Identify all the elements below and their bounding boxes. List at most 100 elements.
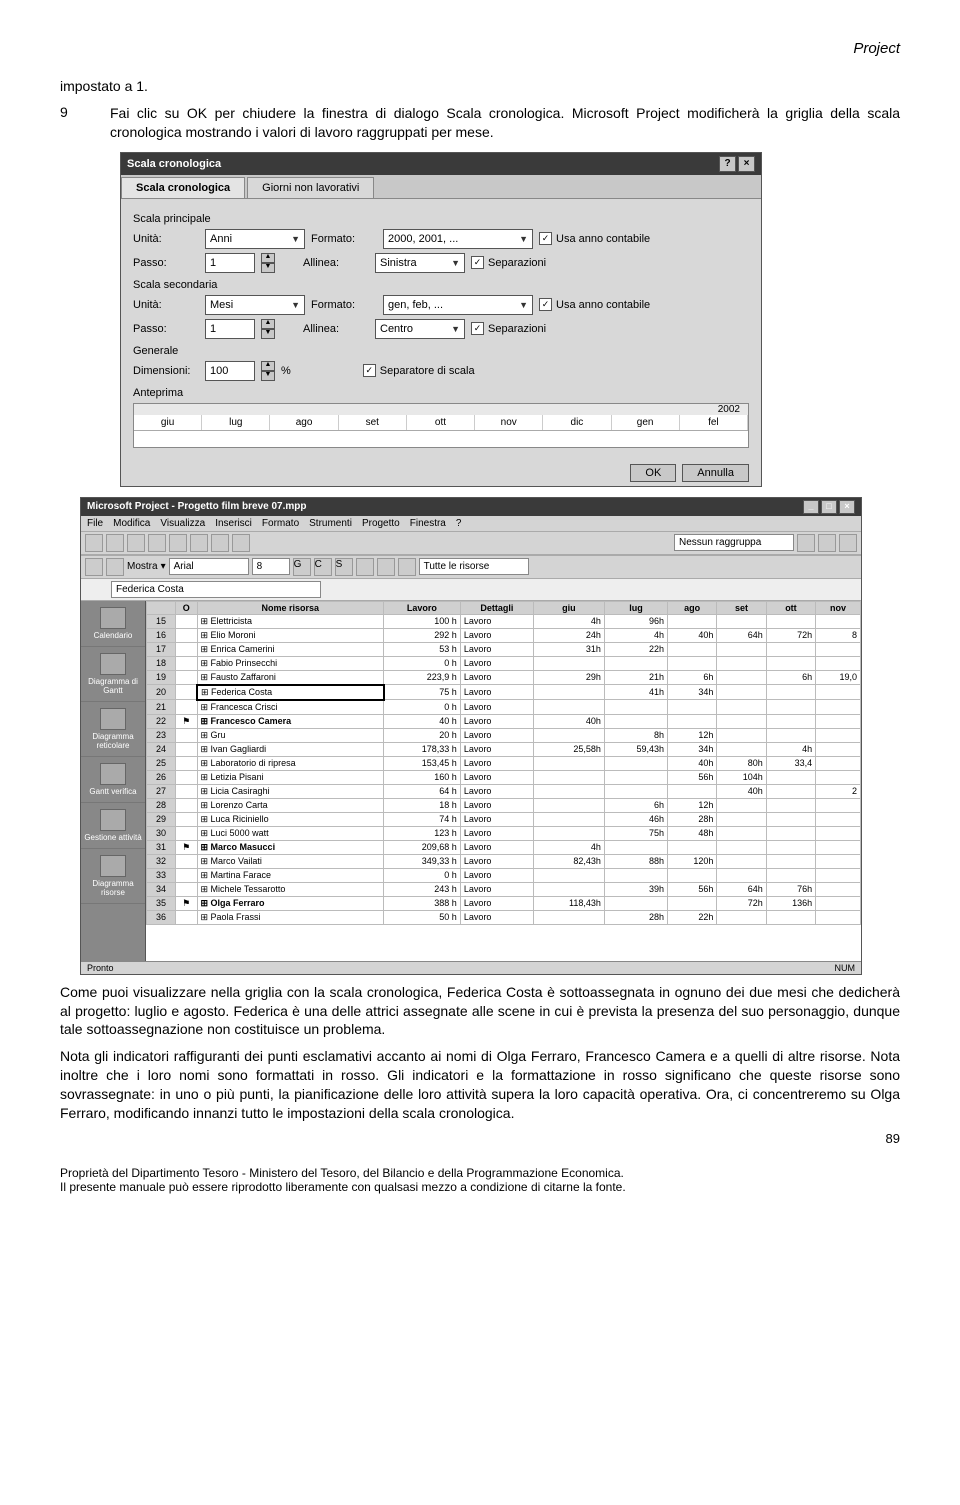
select-font-size[interactable]: 8 xyxy=(252,558,290,575)
table-row[interactable]: 24⊞ Ivan Gagliardi178,33 hLavoro25,58h59… xyxy=(147,742,861,756)
table-row[interactable]: 22⚑⊞ Francesco Camera40 hLavoro40h xyxy=(147,714,861,728)
table-row[interactable]: 19⊞ Fausto Zaffaroni223,9 hLavoro29h21h6… xyxy=(147,670,861,685)
cell-value: 56h xyxy=(668,882,717,896)
sidebar-item[interactable]: Diagramma di Gantt xyxy=(81,647,145,702)
maximize-icon[interactable]: □ xyxy=(821,500,837,514)
table-row[interactable]: 20⊞ Federica Costa75 hLavoro41h34h xyxy=(147,685,861,700)
table-row[interactable]: 30⊞ Luci 5000 watt123 hLavoro75h48h xyxy=(147,826,861,840)
tb-align-right-icon[interactable] xyxy=(398,558,416,576)
tb-help-icon[interactable] xyxy=(839,534,857,552)
menu-item[interactable]: File xyxy=(87,518,103,529)
cell-value: 33,4 xyxy=(766,756,815,770)
tb-mostra[interactable]: Mostra xyxy=(127,561,158,572)
menu-item[interactable]: Inserisci xyxy=(215,518,252,529)
select-s-allinea[interactable]: Centro▼ xyxy=(375,319,465,339)
tb-italic-icon[interactable]: C xyxy=(314,558,332,576)
check-separazioni-s[interactable]: ✓Separazioni xyxy=(471,322,546,335)
select-s-unita[interactable]: Mesi▼ xyxy=(205,295,305,315)
tab-scala-cronologica[interactable]: Scala cronologica xyxy=(121,177,245,198)
view-icon xyxy=(100,708,126,730)
table-row[interactable]: 16⊞ Elio Moroni292 hLavoro24h4h40h64h72h… xyxy=(147,628,861,642)
select-p-unita[interactable]: Anni▼ xyxy=(205,229,305,249)
table-row[interactable]: 26⊞ Letizia Pisani160 hLavoro56h104h xyxy=(147,770,861,784)
table-row[interactable]: 35⚑⊞ Olga Ferraro388 hLavoro118,43h72h13… xyxy=(147,896,861,910)
check-usa-anno-s[interactable]: ✓Usa anno contabile xyxy=(539,298,650,311)
cell-value xyxy=(668,700,717,715)
select-font[interactable]: Arial xyxy=(169,558,249,575)
spinner-p-passo[interactable]: ▲▼ xyxy=(261,253,275,273)
sidebar-item[interactable]: Gestione attività xyxy=(81,803,145,849)
input-p-passo[interactable]: 1 xyxy=(205,253,255,273)
check-separazioni-p[interactable]: ✓Separazioni xyxy=(471,256,546,269)
table-row[interactable]: 27⊞ Licia Casiraghi64 hLavoro40h2 xyxy=(147,784,861,798)
tb-cut-icon[interactable] xyxy=(169,534,187,552)
table-row[interactable]: 18⊞ Fabio Prinsecchi0 hLavoro xyxy=(147,656,861,670)
table-row[interactable]: 25⊞ Laboratorio di ripresa153,45 hLavoro… xyxy=(147,756,861,770)
tb-align-center-icon[interactable] xyxy=(377,558,395,576)
table-row[interactable]: 28⊞ Lorenzo Carta18 hLavoro6h12h xyxy=(147,798,861,812)
tb-save-icon[interactable] xyxy=(127,534,145,552)
spinner-dim[interactable]: ▲▼ xyxy=(261,361,275,381)
cell-lavoro: 349,33 h xyxy=(384,854,461,868)
input-cell-value[interactable]: Federica Costa xyxy=(111,581,321,598)
close-icon[interactable]: × xyxy=(738,156,755,172)
tab-giorni-non-lavorativi[interactable]: Giorni non lavorativi xyxy=(247,177,374,198)
check-sep-scala[interactable]: ✓Separatore di scala xyxy=(363,364,475,377)
menu-item[interactable]: Finestra xyxy=(410,518,446,529)
close-icon[interactable]: × xyxy=(839,500,855,514)
check-usa-anno-p[interactable]: ✓Usa anno contabile xyxy=(539,232,650,245)
table-row[interactable]: 34⊞ Michele Tessarotto243 hLavoro39h56h6… xyxy=(147,882,861,896)
tb-copy-icon[interactable] xyxy=(190,534,208,552)
tb-zoom-in-icon[interactable] xyxy=(797,534,815,552)
resource-usage-grid[interactable]: ONome risorsaLavoroDettagligiulugagoseto… xyxy=(146,601,861,961)
help-icon[interactable]: ? xyxy=(719,156,736,172)
cell-value: 12h xyxy=(668,798,717,812)
cancel-button[interactable]: Annulla xyxy=(682,464,749,482)
table-row[interactable]: 15⊞ Elettricista100 hLavoro4h96h xyxy=(147,614,861,628)
app-toolbar-1: Nessun raggruppa xyxy=(81,531,861,555)
sidebar-item[interactable]: Diagramma risorse xyxy=(81,849,145,904)
tb-arrow-left-icon[interactable] xyxy=(85,558,103,576)
tb-arrow-right-icon[interactable] xyxy=(106,558,124,576)
tb-paste-icon[interactable] xyxy=(211,534,229,552)
tb-new-icon[interactable] xyxy=(85,534,103,552)
select-s-formato[interactable]: gen, feb, ...▼ xyxy=(383,295,533,315)
cell-dettagli: Lavoro xyxy=(460,714,533,728)
menu-item[interactable]: Formato xyxy=(262,518,299,529)
table-row[interactable]: 21⊞ Francesca Crisci0 hLavoro xyxy=(147,700,861,715)
input-dimensioni[interactable]: 100 xyxy=(205,361,255,381)
table-row[interactable]: 36⊞ Paola Frassi50 hLavoro28h22h xyxy=(147,910,861,924)
table-row[interactable]: 17⊞ Enrica Camerini53 hLavoro31h22h xyxy=(147,642,861,656)
tb-underline-icon[interactable]: S xyxy=(335,558,353,576)
menu-item[interactable]: Strumenti xyxy=(309,518,352,529)
input-s-passo[interactable]: 1 xyxy=(205,319,255,339)
cell-value xyxy=(766,714,815,728)
tb-align-left-icon[interactable] xyxy=(356,558,374,576)
table-row[interactable]: 29⊞ Luca Riciniello74 hLavoro46h28h xyxy=(147,812,861,826)
cell-value: 56h xyxy=(668,770,717,784)
table-row[interactable]: 31⚑⊞ Marco Masucci209,68 hLavoro4h xyxy=(147,840,861,854)
select-p-allinea[interactable]: Sinistra▼ xyxy=(375,253,465,273)
select-p-formato[interactable]: 2000, 2001, ...▼ xyxy=(383,229,533,249)
cell-rownum: 36 xyxy=(147,910,176,924)
tb-print-icon[interactable] xyxy=(148,534,166,552)
select-group[interactable]: Nessun raggruppa xyxy=(674,534,794,551)
spinner-s-passo[interactable]: ▲▼ xyxy=(261,319,275,339)
tb-bold-icon[interactable]: G xyxy=(293,558,311,576)
ok-button[interactable]: OK xyxy=(630,464,676,482)
tb-zoom-out-icon[interactable] xyxy=(818,534,836,552)
minimize-icon[interactable]: _ xyxy=(803,500,819,514)
menu-item[interactable]: Progetto xyxy=(362,518,400,529)
menu-item[interactable]: Modifica xyxy=(113,518,150,529)
table-row[interactable]: 33⊞ Martina Farace0 hLavoro xyxy=(147,868,861,882)
table-row[interactable]: 32⊞ Marco Vailati349,33 hLavoro82,43h88h… xyxy=(147,854,861,868)
table-row[interactable]: 23⊞ Gru20 hLavoro8h12h xyxy=(147,728,861,742)
sidebar-item[interactable]: Calendario xyxy=(81,601,145,647)
tb-open-icon[interactable] xyxy=(106,534,124,552)
sidebar-item[interactable]: Gantt verifica xyxy=(81,757,145,803)
menu-item[interactable]: Visualizza xyxy=(160,518,205,529)
tb-undo-icon[interactable] xyxy=(232,534,250,552)
sidebar-item[interactable]: Diagramma reticolare xyxy=(81,702,145,757)
select-filter[interactable]: Tutte le risorse xyxy=(419,558,529,575)
menu-item[interactable]: ? xyxy=(456,518,462,529)
